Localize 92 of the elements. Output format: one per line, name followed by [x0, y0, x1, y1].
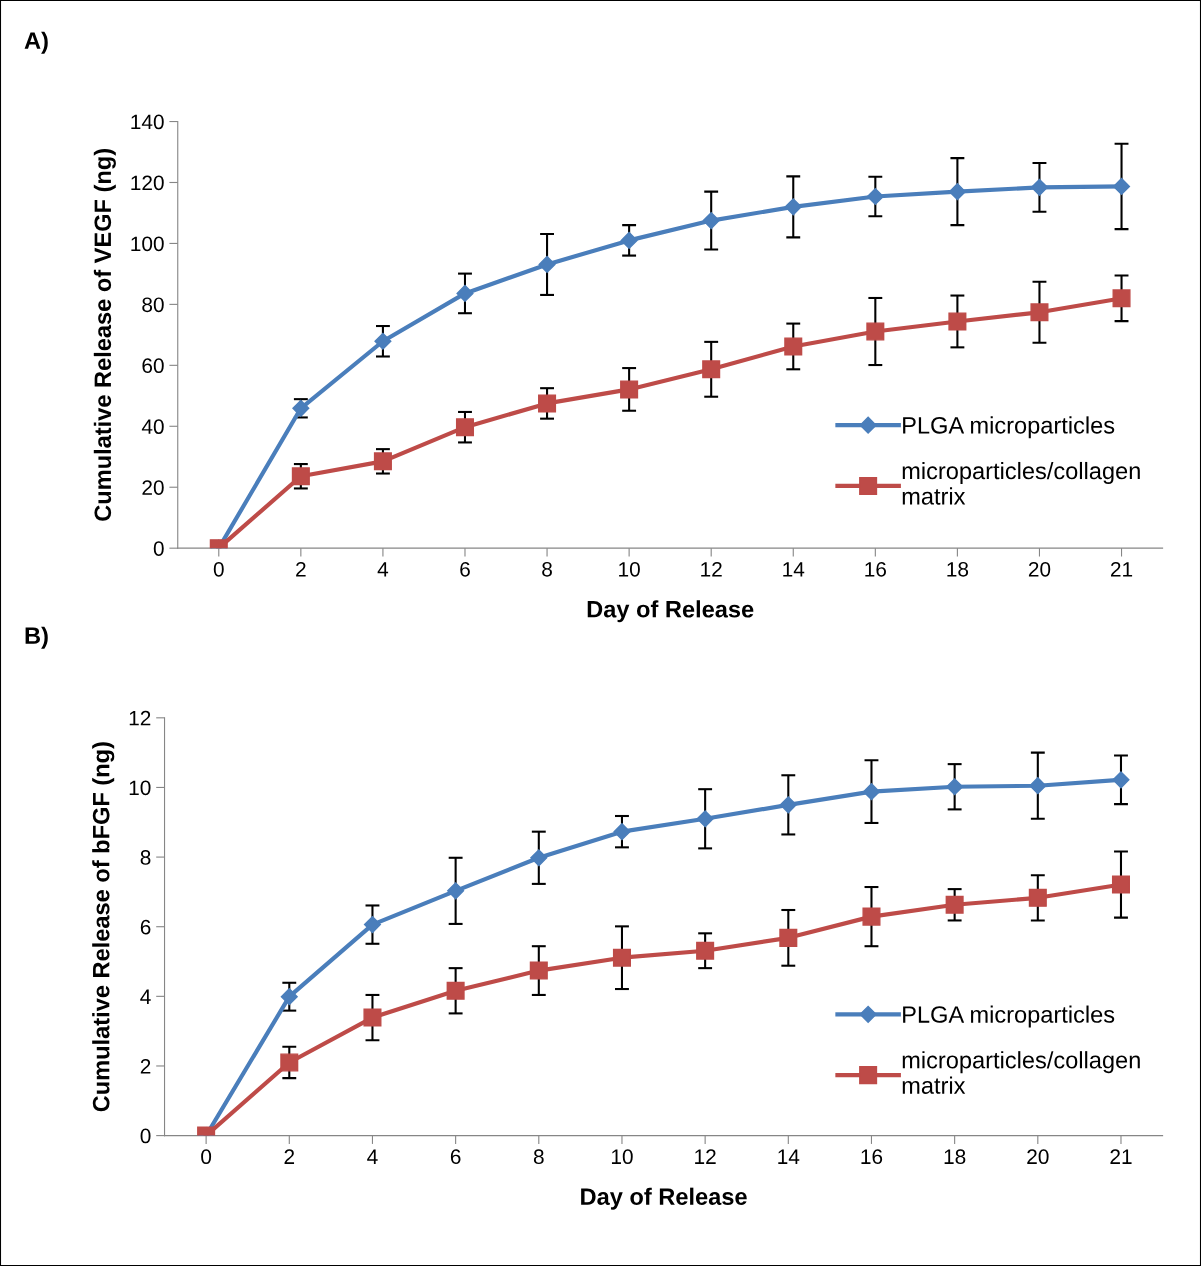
- x-tick-label: 6: [450, 1149, 461, 1165]
- point: [862, 783, 881, 801]
- point: [1112, 177, 1131, 195]
- point: [945, 895, 964, 914]
- x-tick-label: 10: [611, 1149, 633, 1165]
- x-tick-label: 4: [367, 1149, 378, 1164]
- point: [620, 380, 639, 399]
- point: [1029, 777, 1047, 795]
- x-tick-label: 16: [865, 561, 886, 577]
- y-tick-label: 0: [140, 1128, 151, 1144]
- point: [374, 332, 392, 350]
- y-tick-label: 8: [140, 850, 151, 865]
- y-tick-label: 4: [140, 989, 151, 1004]
- point: [946, 778, 964, 796]
- x-tick-label: 18: [944, 1149, 966, 1165]
- point: [446, 981, 465, 1000]
- y-axis-title: Cumulative Release of bFGF (ng): [92, 742, 115, 1112]
- x-tick-label: 0: [213, 561, 224, 577]
- y-axis-title: Cumulative Release of VEGF (ng): [93, 149, 116, 521]
- x-tick-label: 18: [947, 561, 969, 577]
- x-tick-label: 21: [1111, 561, 1133, 577]
- legend-label: PLGA microparticles: [903, 416, 1115, 439]
- point: [456, 284, 474, 302]
- point: [696, 941, 715, 960]
- x-tick-label: 4: [377, 562, 389, 577]
- point: [529, 961, 548, 980]
- text: B): [25, 626, 48, 649]
- x-tick-label: 16: [861, 1149, 883, 1165]
- point: [948, 312, 967, 331]
- x-tick-label: 12: [695, 1149, 716, 1164]
- x-axis-title: Day of Release: [581, 1187, 747, 1210]
- point: [1112, 289, 1131, 308]
- x-tick-label: 0: [201, 1149, 212, 1165]
- point: [866, 187, 884, 206]
- y-tick-label: 6: [140, 919, 151, 935]
- y-tick-label: 120: [131, 175, 164, 191]
- point: [702, 212, 720, 230]
- x-tick-label: 10: [619, 561, 640, 577]
- point: [363, 1008, 382, 1027]
- x-tick-label: 8: [542, 561, 552, 577]
- point: [784, 337, 803, 356]
- y-tick-label: 2: [140, 1058, 151, 1074]
- x-tick-label: 14: [783, 562, 805, 577]
- legend-label: microparticles/collagen matrix: [902, 1051, 1140, 1094]
- y-tick-label: 20: [142, 480, 164, 495]
- legend-label: microparticles/collagen matrix: [902, 461, 1140, 505]
- point: [291, 467, 310, 486]
- point: [1030, 178, 1049, 196]
- x-tick-label: 14: [778, 1149, 800, 1164]
- y-tick-label: 0: [153, 541, 164, 556]
- point: [530, 849, 548, 867]
- point: [866, 322, 885, 341]
- point: [613, 823, 631, 841]
- x-axis-title: Day of Release: [587, 600, 754, 623]
- point: [1030, 303, 1049, 322]
- point: [1028, 888, 1047, 907]
- x-tick-label: 12: [701, 561, 722, 577]
- x-tick-label: 2: [296, 561, 306, 577]
- x-tick-label: 8: [533, 1149, 544, 1165]
- y-tick-label: 140: [131, 114, 164, 130]
- point: [1111, 875, 1131, 894]
- point: [784, 198, 802, 216]
- point: [538, 255, 556, 274]
- point: [373, 452, 392, 471]
- x-tick-label: 2: [284, 1149, 295, 1164]
- y-tick-label: 80: [142, 297, 164, 313]
- x-tick-label: 6: [460, 561, 470, 577]
- y-tick-label: 12: [129, 710, 151, 726]
- point: [779, 796, 797, 814]
- y-tick-label: 10: [129, 780, 151, 796]
- x-tick-label: 20: [1028, 561, 1051, 577]
- point: [455, 418, 475, 437]
- y-tick-label: 60: [142, 358, 164, 374]
- point: [1112, 771, 1130, 789]
- legend-label: PLGA microparticles: [903, 1005, 1115, 1028]
- point: [702, 360, 721, 379]
- point: [620, 231, 638, 249]
- text: A): [24, 31, 48, 54]
- point: [862, 907, 881, 926]
- x-tick-label: 20: [1027, 1149, 1049, 1165]
- point: [948, 183, 966, 201]
- point: [447, 882, 465, 900]
- point: [696, 810, 714, 828]
- y-tick-label: 100: [131, 236, 164, 252]
- x-tick-label: 21: [1110, 1149, 1132, 1164]
- point: [280, 988, 298, 1006]
- point: [363, 916, 382, 934]
- y-tick-label: 40: [141, 419, 164, 435]
- point: [280, 1053, 299, 1072]
- point: [779, 928, 798, 947]
- point: [612, 948, 631, 967]
- point: [538, 394, 557, 413]
